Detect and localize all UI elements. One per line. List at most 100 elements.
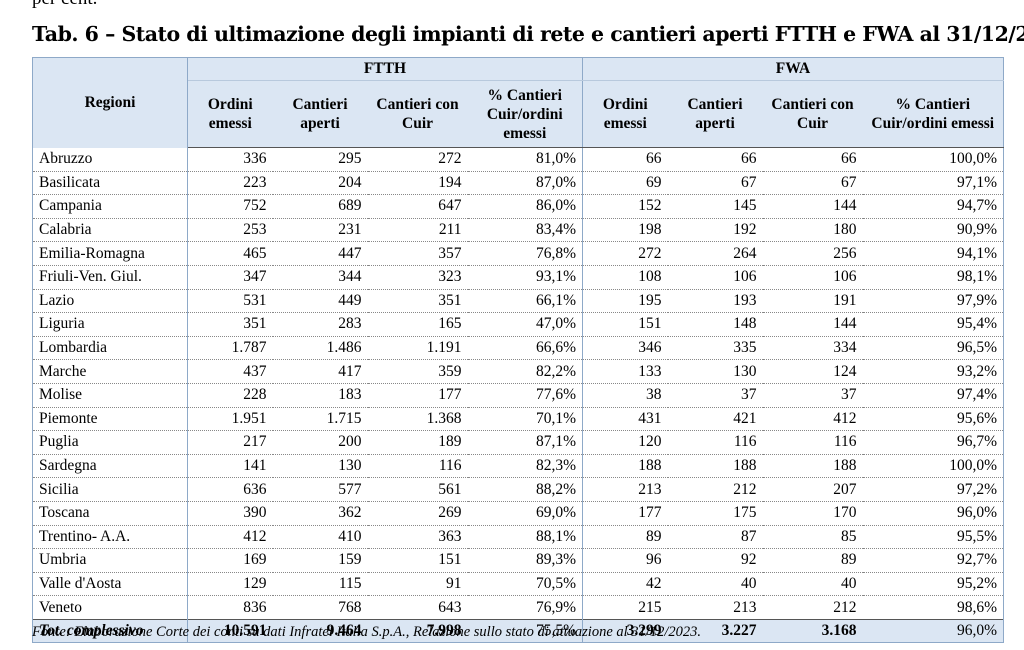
fwa-percent-cell: 100,0% [862,454,1005,479]
table-row: Liguria 351 283 165 47,0% 151 148 144 95,4% [32,312,1005,337]
region-cell: Trentino- A.A. [32,525,188,550]
fwa-percent-cell: 96,0% [862,501,1005,526]
region-cell: Basilicata [32,171,188,196]
fwa-percent-cell: 97,2% [862,477,1005,502]
ftth-ordini-cell: 412 [187,525,273,550]
ftth-cantieri-cuir-cell: 357 [367,241,468,266]
fwa-cantieri-aperti-cell: 421 [667,407,763,432]
fwa-ordini-cell: 198 [582,218,668,243]
ftth-ordini-cell: 752 [187,194,273,219]
ftth-ordini-cell: 1.951 [187,407,273,432]
fwa-cantieri-cuir-cell: 116 [762,430,863,455]
ftth-cantieri-cuir-cell: 1.191 [367,336,468,361]
fwa-cantieri-cuir-cell: 256 [762,241,863,266]
ftth-ordini-cell: 129 [187,572,273,597]
ftth-cantieri-cuir-cell: 116 [367,454,468,479]
region-cell: Puglia [32,430,188,455]
header-fwa-cantieri-aperti: Cantieri aperti [667,80,763,148]
fwa-ordini-cell: 66 [582,147,668,172]
table-row: Calabria 253 231 211 83,4% 198 192 180 90,9% [32,218,1005,243]
region-cell: Umbria [32,548,188,573]
fwa-ordini-cell: 195 [582,289,668,314]
ftth-percent-cell: 82,3% [467,454,584,479]
fwa-percent-cell: 95,4% [862,312,1005,337]
fwa-cantieri-cuir-cell: 106 [762,265,863,290]
header-fwa-cantieri-cuir: Cantieri con Cuir [762,80,863,148]
fwa-cantieri-aperti-cell: 116 [667,430,763,455]
ftth-cantieri-aperti-cell: 204 [272,171,368,196]
region-cell: Valle d'Aosta [32,572,188,597]
ftth-cantieri-aperti-cell: 449 [272,289,368,314]
source-note: Fonte: Elaborazione Corte dei conti su d… [32,624,701,640]
data-table: Regioni FTTH FWA Ordini emessi Cantieri … [32,57,1005,644]
ftth-percent-cell: 88,1% [467,525,584,550]
ftth-cantieri-cuir-cell: 272 [367,147,468,172]
ftth-ordini-cell: 223 [187,171,273,196]
region-cell: Piemonte [32,407,188,432]
table-row: Friuli-Ven. Giul. 347 344 323 93,1% 108 106 106… [32,265,1005,290]
fwa-cantieri-aperti-cell: 130 [667,359,763,384]
ftth-cantieri-aperti-cell: 1.715 [272,407,368,432]
fwa-ordini-cell: 215 [582,595,668,620]
region-cell: Abruzzo [32,147,188,172]
region-cell: Calabria [32,218,188,243]
region-cell: Emilia-Romagna [32,241,188,266]
fwa-cantieri-cuir-cell: 412 [762,407,863,432]
ftth-cantieri-aperti-cell: 417 [272,359,368,384]
ftth-cantieri-aperti-cell: 159 [272,548,368,573]
fwa-ordini-cell: 188 [582,454,668,479]
ftth-cantieri-aperti-cell: 295 [272,147,368,172]
total-row: Tot. complessivo 10.591 9.464 7.998 75,5% 3.2… [32,618,1005,644]
region-cell: Lazio [32,289,188,314]
ftth-cantieri-aperti-cell: 9.464 [272,618,368,644]
region-cell: Lombardia [32,336,188,361]
ftth-ordini-cell: 253 [187,218,273,243]
fwa-cantieri-aperti-cell: 335 [667,336,763,361]
fwa-cantieri-aperti-cell: 40 [667,572,763,597]
region-cell: Molise [32,383,188,408]
fwa-cantieri-aperti-cell: 175 [667,501,763,526]
fwa-ordini-cell: 431 [582,407,668,432]
fwa-percent-cell: 98,1% [862,265,1005,290]
region-cell: Marche [32,359,188,384]
table-row: Lazio 531 449 351 66,1% 195 193 191 97,9% [32,289,1005,314]
ftth-cantieri-cuir-cell: 91 [367,572,468,597]
fwa-cantieri-cuir-cell: 124 [762,359,863,384]
region-cell: Sardegna [32,454,188,479]
fwa-percent-cell: 95,6% [862,407,1005,432]
header-ftth-cantieri-aperti: Cantieri aperti [272,80,368,148]
ftth-cantieri-cuir-cell: 359 [367,359,468,384]
fwa-ordini-cell: 120 [582,430,668,455]
fwa-ordini-cell: 3.299 [582,618,668,644]
ftth-ordini-cell: 1.787 [187,336,273,361]
ftth-percent-cell: 75,5% [467,618,584,644]
ftth-ordini-cell: 351 [187,312,273,337]
region-cell: Sicilia [32,477,188,502]
ftth-cantieri-aperti-cell: 115 [272,572,368,597]
ftth-ordini-cell: 217 [187,430,273,455]
ftth-percent-cell: 83,4% [467,218,584,243]
ftth-cantieri-cuir-cell: 7.998 [367,618,468,644]
ftth-cantieri-cuir-cell: 211 [367,218,468,243]
ftth-cantieri-cuir-cell: 269 [367,501,468,526]
ftth-cantieri-aperti-cell: 200 [272,430,368,455]
fwa-ordini-cell: 96 [582,548,668,573]
fwa-ordini-cell: 89 [582,525,668,550]
ftth-cantieri-cuir-cell: 151 [367,548,468,573]
fwa-cantieri-cuir-cell: 67 [762,171,863,196]
header-ftth-ordini: Ordini emessi [187,80,273,148]
ftth-percent-cell: 82,2% [467,359,584,384]
fwa-percent-cell: 97,1% [862,171,1005,196]
ftth-cantieri-cuir-cell: 351 [367,289,468,314]
fwa-percent-cell: 98,6% [862,595,1005,620]
ftth-cantieri-aperti-cell: 231 [272,218,368,243]
table-row: Valle d'Aosta 129 115 91 70,5% 42 40 40 95,2% [32,572,1005,597]
fwa-cantieri-cuir-cell: 66 [762,147,863,172]
header-ftth-cantieri-cuir: Cantieri con Cuir [367,80,468,148]
ftth-ordini-cell: 169 [187,548,273,573]
table-row: Sicilia 636 577 561 88,2% 213 212 207 97,2% [32,477,1005,502]
region-cell: Friuli-Ven. Giul. [32,265,188,290]
ftth-cantieri-aperti-cell: 1.486 [272,336,368,361]
fwa-cantieri-aperti-cell: 3.227 [667,618,763,644]
fwa-percent-cell: 93,2% [862,359,1005,384]
